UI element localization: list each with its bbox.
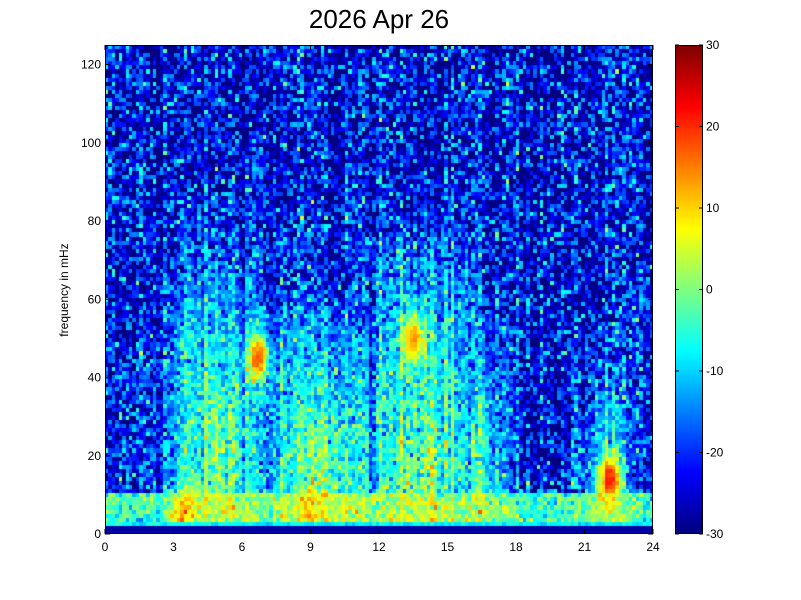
x-tick-label: 9 (307, 540, 314, 554)
colorbar-tick-label: 30 (706, 38, 720, 52)
colorbar-tick-label: -20 (706, 446, 724, 460)
x-tick-label: 21 (578, 540, 592, 554)
y-tick-label: 80 (88, 214, 102, 228)
y-axis: 0 20 40 60 80 100 120 (81, 58, 653, 541)
colorbar-axis: 30 20 10 0 -10 -20 -30 (675, 38, 724, 541)
x-tick-label: 3 (170, 540, 177, 554)
y-tick-label: 100 (81, 136, 101, 150)
x-tick-label: 15 (441, 540, 455, 554)
chart-title: 2026 Apr 26 (308, 4, 450, 34)
y-tick-label: 20 (88, 449, 102, 463)
x-tick-label: 24 (646, 540, 660, 554)
y-tick-label: 0 (94, 527, 101, 541)
colorbar-tick-label: 10 (706, 201, 720, 215)
colorbar-tick-label: -10 (706, 364, 724, 378)
x-axis: 0 3 6 9 12 15 18 21 24 (102, 45, 660, 554)
x-tick-label: 6 (239, 540, 246, 554)
y-tick-label: 40 (88, 371, 102, 385)
x-tick-label: 18 (509, 540, 523, 554)
x-tick-label: 12 (372, 540, 386, 554)
x-tick-label: 0 (102, 540, 109, 554)
colorbar-tick-label: -30 (706, 527, 724, 541)
colorbar-tick-label: 20 (706, 120, 720, 134)
colorbar-tick-label: 0 (706, 283, 713, 297)
colorbar (675, 45, 703, 534)
heatmap (105, 45, 653, 534)
y-tick-label: 120 (81, 58, 101, 72)
y-tick-label: 60 (88, 292, 102, 306)
